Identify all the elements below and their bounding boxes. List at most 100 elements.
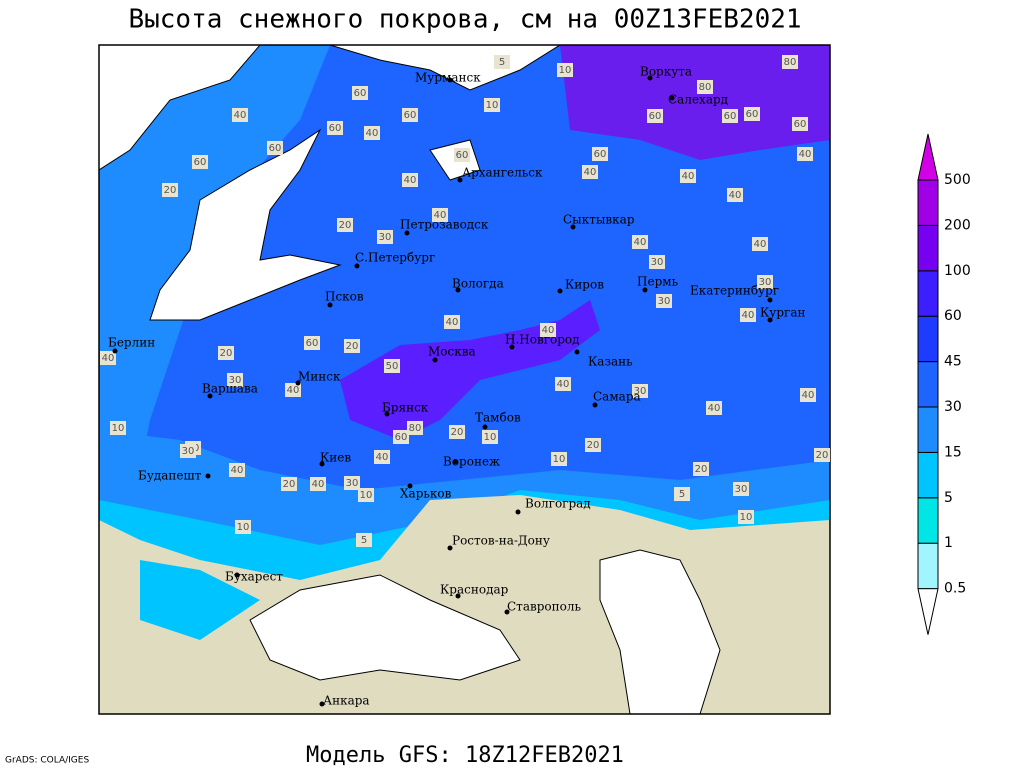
city-label: Ставрополь (507, 600, 581, 614)
city-label: Брянск (382, 401, 429, 415)
city-label: Тамбов (475, 411, 521, 425)
contour-label-box (377, 230, 393, 244)
contour-label: 10 (360, 490, 373, 501)
contour-label-box (482, 430, 498, 444)
norwegian-sea (99, 45, 261, 171)
snow-zone (340, 300, 600, 440)
city-dot (457, 177, 463, 183)
city-dot (574, 349, 580, 355)
contour-label: 20 (283, 479, 296, 490)
contour-label: 40 (682, 171, 695, 182)
contour-label-box (374, 450, 390, 464)
contour-label: 60 (269, 143, 282, 154)
caspian-sea (599, 549, 721, 714)
contour-label: 20 (451, 427, 464, 438)
contour-label-box (454, 148, 470, 162)
contour-label: 40 (376, 452, 389, 463)
contour-label: 30 (229, 375, 242, 386)
colorbar-segment (917, 224, 939, 272)
colorbar-label: 200 (944, 217, 971, 233)
colorbar-segment (917, 406, 939, 453)
contour-label: 40 (446, 317, 459, 328)
contour-label: 20 (346, 341, 359, 352)
city-dot (482, 424, 488, 430)
contour-label: 60 (395, 432, 408, 443)
contour-label: 60 (306, 338, 319, 349)
contour-label: 40 (366, 128, 379, 139)
city-dot (319, 701, 325, 707)
contour-label-box (192, 155, 208, 169)
contour-label: 40 (708, 403, 721, 414)
city-dot (447, 545, 453, 551)
city-dot (207, 393, 213, 399)
contour-label: 60 (649, 111, 662, 122)
contour-label: 10 (484, 432, 497, 443)
city-label: Сыктывкар (563, 213, 635, 227)
contour-label-box (557, 63, 573, 77)
contour-label: 20 (339, 220, 352, 231)
contour-label: 30 (759, 277, 772, 288)
city-label: Салехард (668, 93, 728, 107)
city-label: Анкара (323, 694, 370, 708)
contour-label-box (592, 147, 608, 161)
colorbar-segment (917, 361, 939, 408)
city-dot (112, 348, 118, 354)
contour-label-box (733, 482, 749, 496)
colorbar-label: 15 (944, 444, 962, 460)
contour-label-box (693, 462, 709, 476)
contour-label-box (782, 55, 798, 69)
contour-label-box (449, 425, 465, 439)
colorbar-segment (917, 588, 939, 635)
contour-label: 5 (499, 57, 505, 68)
contour-label: 30 (651, 257, 664, 268)
contour-label-box (432, 208, 448, 222)
city-label: Волгоград (525, 497, 591, 511)
contour-label: 60 (194, 157, 207, 168)
contour-label-box (344, 476, 360, 490)
contour-label-box (235, 520, 251, 534)
map: 5 10 80 80 10 40 60 60 60 60 60 60 60 40 60 60 40 60 60 40 4… (98, 44, 831, 715)
contour-label-box (267, 141, 283, 155)
city-dot (455, 287, 461, 293)
contour-label-box (752, 237, 768, 251)
contour-label-box (814, 448, 830, 462)
city-dot (327, 302, 333, 308)
contour-label-box (540, 323, 556, 337)
city-label: Н.Новгород (505, 333, 580, 347)
city-dot (509, 344, 515, 350)
contour-label: 50 (386, 361, 399, 372)
city-label: Архангельск (462, 166, 543, 180)
contour-label-box (444, 315, 460, 329)
contour-label-box (740, 308, 756, 322)
contour-label: 40 (542, 325, 555, 336)
contour-label-box (744, 107, 760, 121)
contour-label-box (229, 463, 245, 477)
city-label: Курган (760, 306, 805, 320)
contour-label: 80 (409, 423, 422, 434)
colorbar-segment (917, 542, 939, 590)
contour-label: 60 (794, 119, 807, 130)
contour-label: 30 (379, 232, 392, 243)
contour-label-box (792, 117, 808, 131)
contour-label-box (697, 80, 713, 94)
credit: GrADS: COLA/IGES (5, 756, 89, 766)
city-label: Москва (428, 345, 476, 359)
contour-label-box (356, 533, 372, 547)
contour-label-box (358, 488, 374, 502)
contour-label: 80 (699, 82, 712, 93)
contour-label-box (352, 86, 368, 100)
colorbar-label: 1 (944, 535, 953, 551)
contour-label: 10 (237, 522, 250, 533)
contour-label-box (551, 452, 567, 466)
contour-label-box (674, 487, 690, 501)
city-dot (295, 380, 301, 386)
city-dot (504, 609, 510, 615)
contour-label-box (364, 126, 380, 140)
contour-label-box (304, 336, 320, 350)
city-dot (455, 593, 461, 599)
model-label: Модель GFS: 18Z12FEB2021 (306, 743, 624, 768)
contour-label: 5 (679, 489, 685, 500)
contour-label-box (393, 430, 409, 444)
colorbar-segment (917, 497, 939, 544)
